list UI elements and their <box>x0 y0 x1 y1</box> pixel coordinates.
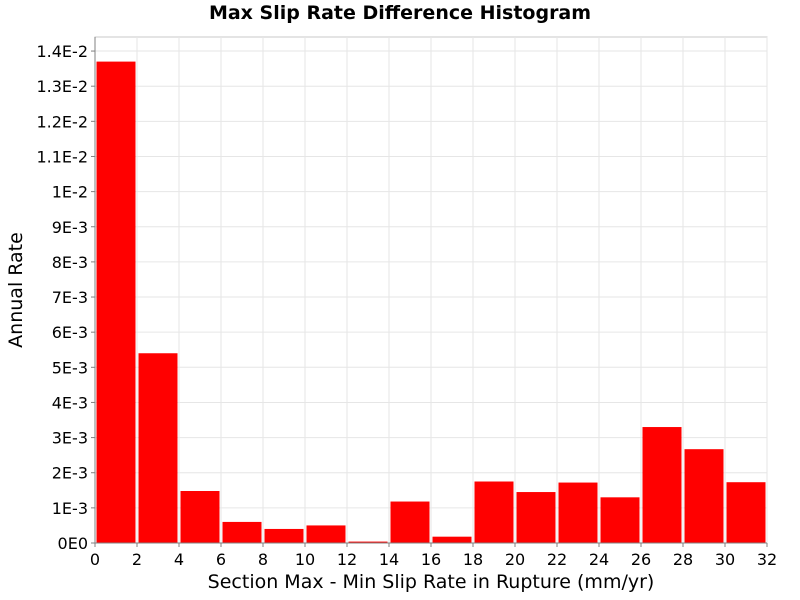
x-axis-title: Section Max - Min Slip Rate in Rupture (… <box>207 571 655 593</box>
x-tick-label: 0 <box>90 550 100 569</box>
x-tick-label: 10 <box>295 550 315 569</box>
grid-lines <box>94 37 768 544</box>
x-tick-label: 18 <box>463 550 483 569</box>
chart-title: Max Slip Rate Difference Histogram <box>208 2 592 24</box>
x-tick-label: 8 <box>258 550 268 569</box>
y-axis-title: Annual Rate <box>5 232 27 348</box>
histogram-bar <box>390 501 430 543</box>
histogram-bar <box>222 521 262 543</box>
x-tick-label: 30 <box>715 550 735 569</box>
x-tick-label: 26 <box>631 550 651 569</box>
y-tick-label: 8E-3 <box>52 253 88 272</box>
y-tick-label: 7E-3 <box>52 288 88 307</box>
histogram-bar <box>432 536 472 543</box>
histogram-bar <box>348 541 388 543</box>
histogram-bar <box>600 497 640 543</box>
histogram-bar <box>684 449 724 543</box>
x-tick-label: 32 <box>757 550 777 569</box>
histogram-bar <box>264 528 304 543</box>
histogram-bar <box>558 482 598 543</box>
y-tick-label: 1E-2 <box>52 183 88 202</box>
tick-labels: 0E0 1E-3 2E-3 3E-3 4E-3 5E-3 6E-3 7E-3 8E-3 9E-3 1… <box>36 42 777 569</box>
y-tick-label: 1.4E-2 <box>36 42 88 61</box>
x-tick-label: 6 <box>216 550 226 569</box>
y-tick-label: 2E-3 <box>52 464 88 483</box>
histogram-bar <box>306 525 346 543</box>
x-tick-label: 22 <box>547 550 567 569</box>
histogram-bar <box>474 481 514 543</box>
y-tick-label: 1.3E-2 <box>36 77 88 96</box>
axes <box>91 37 768 547</box>
x-tick-label: 4 <box>174 550 184 569</box>
histogram-bar <box>96 61 136 543</box>
x-tick-label: 14 <box>379 550 399 569</box>
histogram-bar <box>516 492 556 543</box>
histogram-bar <box>180 490 220 543</box>
y-tick-label: 1.2E-2 <box>36 112 88 131</box>
y-tick-label: 1.1E-2 <box>36 147 88 166</box>
y-tick-label: 3E-3 <box>52 429 88 448</box>
x-tick-label: 28 <box>673 550 693 569</box>
histogram-bar <box>726 482 766 543</box>
x-tick-label: 20 <box>505 550 525 569</box>
y-tick-label: 9E-3 <box>52 218 88 237</box>
x-tick-label: 2 <box>132 550 142 569</box>
x-tick-label: 16 <box>421 550 441 569</box>
y-tick-label: 4E-3 <box>52 393 88 412</box>
y-tick-label: 1E-3 <box>52 499 88 518</box>
x-tick-label: 24 <box>589 550 609 569</box>
x-tick-label: 12 <box>337 550 357 569</box>
histogram-bar <box>138 353 178 543</box>
histogram-bar <box>642 427 682 543</box>
y-tick-label: 5E-3 <box>52 358 88 377</box>
y-tick-label: 0E0 <box>58 534 88 553</box>
bars <box>96 61 766 543</box>
y-tick-label: 6E-3 <box>52 323 88 342</box>
